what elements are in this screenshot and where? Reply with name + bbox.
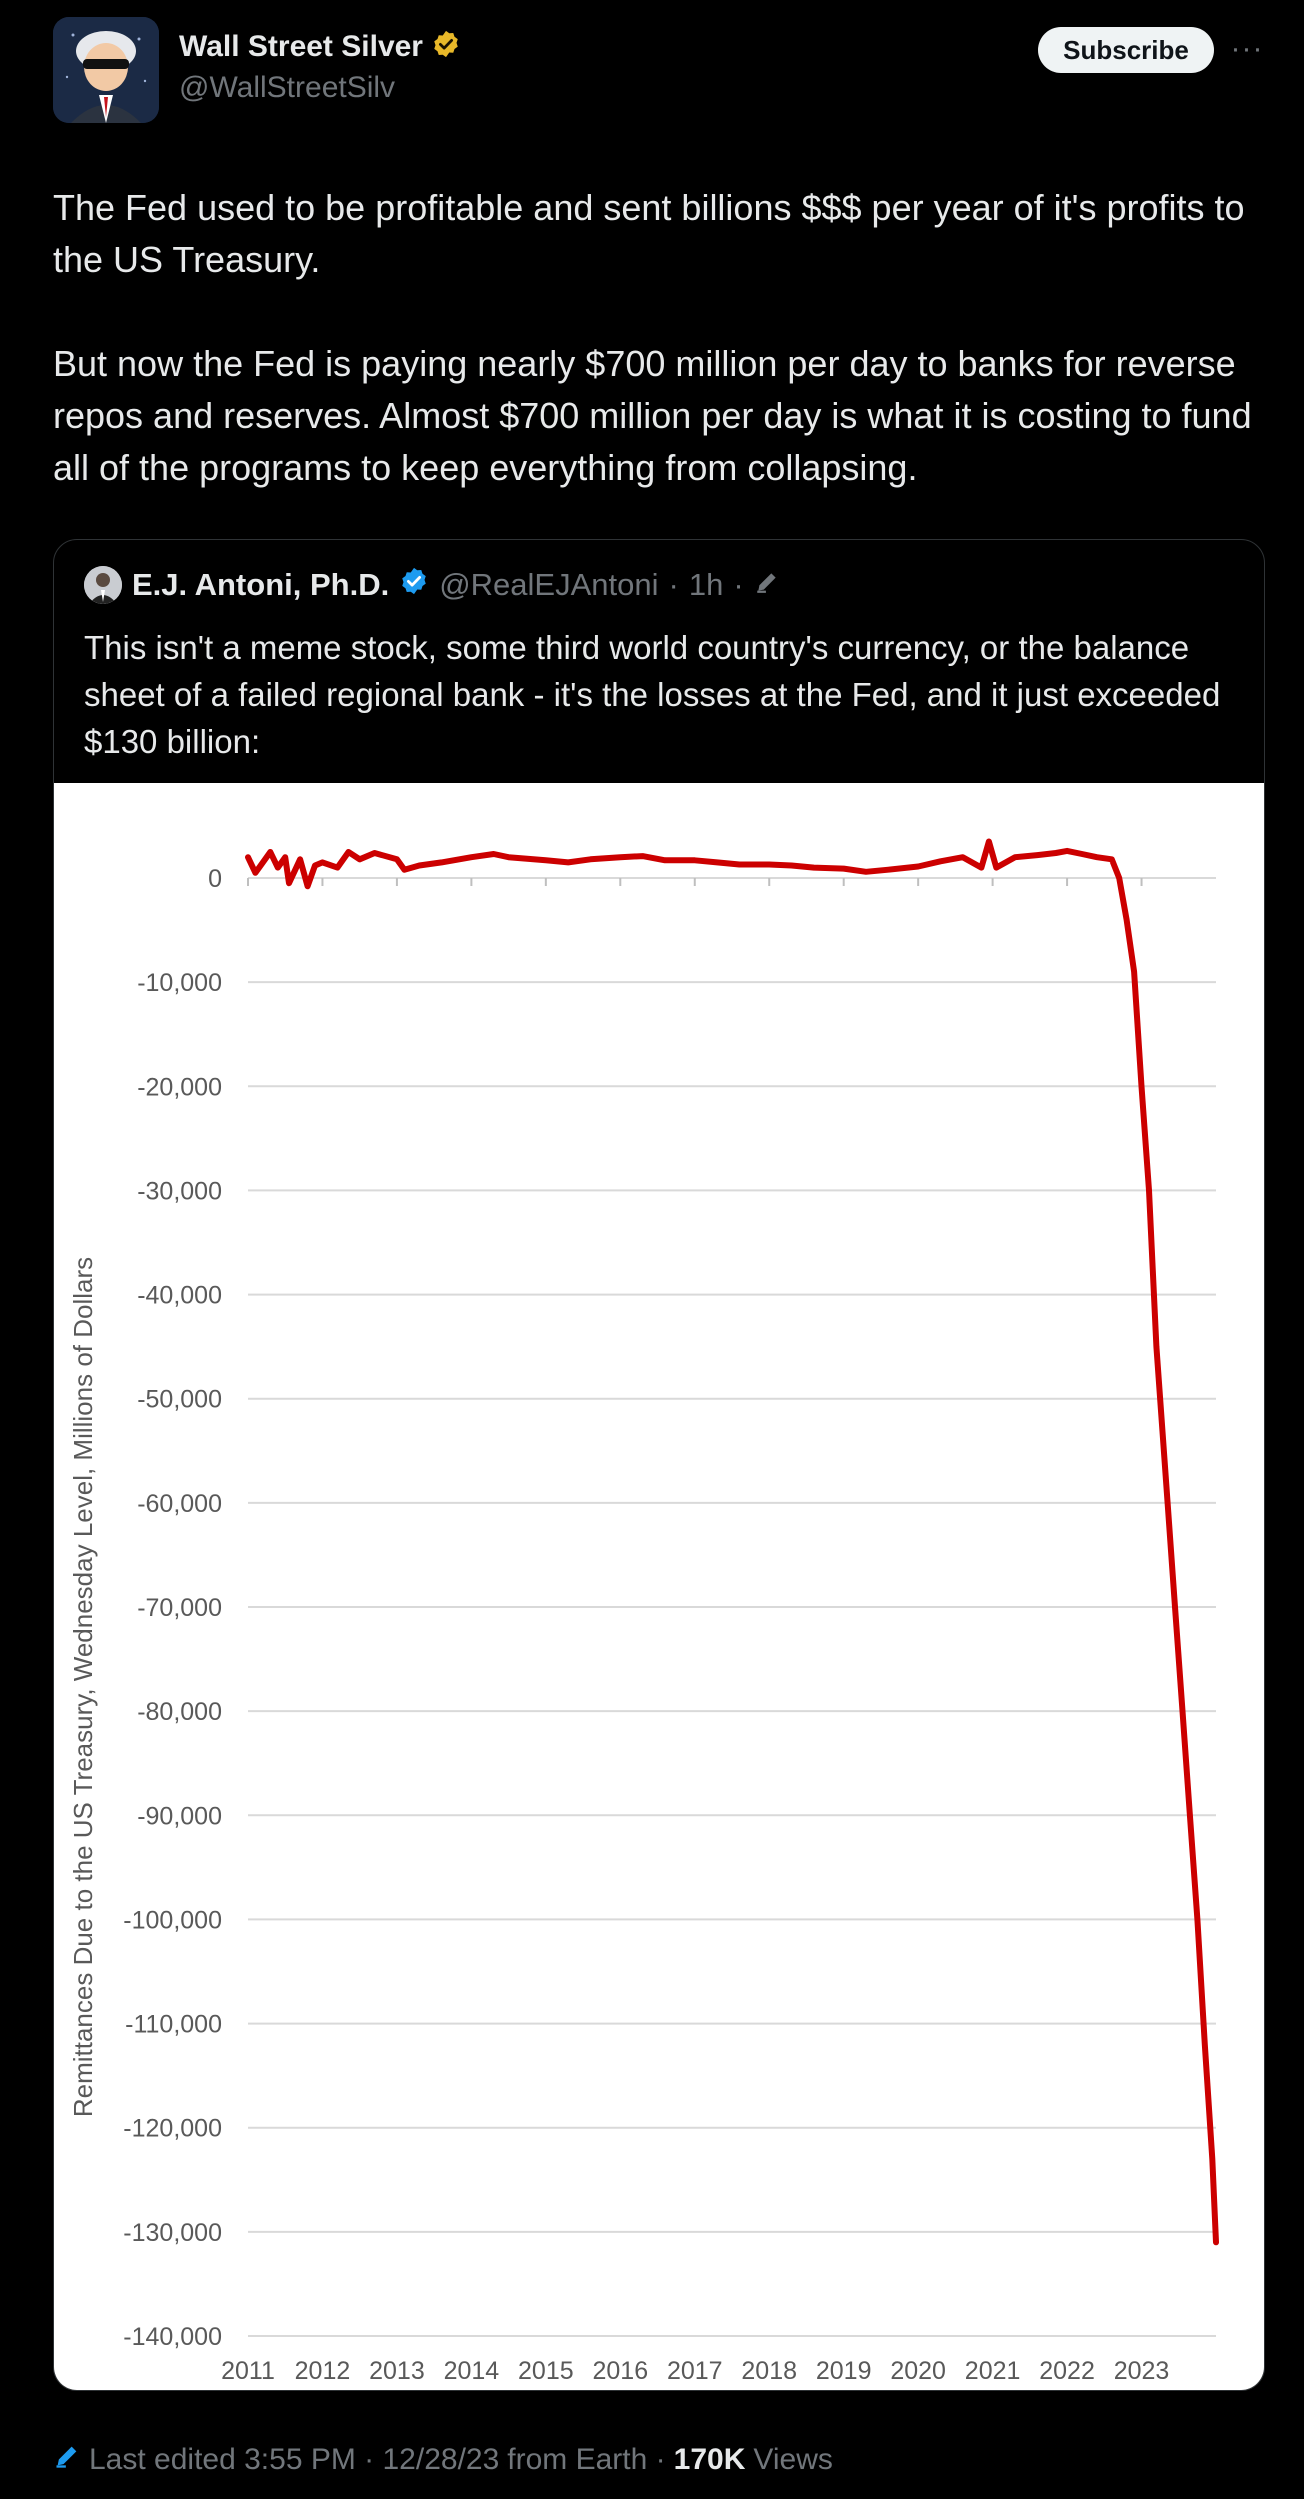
verified-badge-icon [431,29,461,64]
y-tick-label: -30,000 [137,1177,222,1205]
quote-header: E.J. Antoni, Ph.D. @RealEJAntoni · 1h · [84,566,780,604]
y-tick-label: -130,000 [123,2219,222,2247]
views-count: 170K [673,2443,746,2476]
quote-author-name[interactable]: E.J. Antoni, Ph.D. [132,567,390,602]
series-line [245,838,1219,2246]
y-tick-label: -20,000 [137,1073,222,1101]
x-tick-label: 2021 [965,2357,1021,2385]
x-tick-label: 2019 [816,2357,872,2385]
y-tick-label: -70,000 [137,1594,222,1622]
tweet-paragraph: The Fed used to be profitable and sent b… [53,187,1245,280]
separator-dot: · [668,567,679,602]
verified-badge-icon [399,566,429,604]
quote-author-avatar[interactable] [84,566,122,604]
y-tick-label: -140,000 [123,2323,222,2351]
separator-dot: · [733,567,744,602]
line-chart: 0 -10,000 -20,000 -30,000 -40,000 -50,000 -60,… [68,838,1219,2385]
tweet-text: The Fed used to be profitable and sent b… [53,182,1263,494]
y-tick-label: -80,000 [137,1698,222,1726]
x-tick-label: 2012 [295,2357,351,2385]
author-handle[interactable]: @WallStreetSilv [179,71,396,104]
author-avatar[interactable] [53,17,159,123]
x-tick-label: 2013 [369,2357,425,2385]
tweet-footer: Last edited 3:55 PM · 12/28/23 from Eart… [53,2442,833,2478]
y-tick-label: -90,000 [137,1802,222,1830]
y-axis-title: Remittances Due to the US Treasury, Wedn… [68,1257,98,2117]
quoted-tweet[interactable]: E.J. Antoni, Ph.D. @RealEJAntoni · 1h · … [53,539,1265,2391]
x-tick-label: 2011 [221,2357,275,2385]
y-tick-label: 0 [208,865,222,893]
subscribe-button[interactable]: Subscribe [1038,27,1214,73]
x-tick-label: 2016 [592,2357,648,2385]
quote-text: This isn't a meme stock, some third worl… [84,629,1221,760]
x-tick-label: 2017 [667,2357,723,2385]
views-label: Views [753,2443,833,2476]
x-tick-label: 2015 [518,2357,574,2385]
quote-author-handle[interactable]: @RealEJAntoni [439,567,659,602]
tweet-header: Wall Street Silver @WallStreetSilv Subsc… [53,17,1273,125]
last-edited-time[interactable]: Last edited 3:55 PM · 12/28/23 [89,2443,500,2476]
y-tick-label: -110,000 [125,2011,222,2039]
y-tick-label: -60,000 [137,1490,222,1518]
author-display-name[interactable]: Wall Street Silver [179,29,423,63]
tweet-paragraph: But now the Fed is paying nearly $700 mi… [53,343,1252,488]
quote-timestamp[interactable]: 1h [688,567,724,602]
post-source: from Earth · [507,2443,666,2476]
x-tick-label: 2020 [890,2357,946,2385]
x-tick-label: 2022 [1039,2357,1095,2385]
author-name-row: Wall Street Silver [179,29,461,64]
y-tick-label: -50,000 [137,1386,222,1414]
edit-pencil-icon [754,567,780,603]
chart-image[interactable]: 0 -10,000 -20,000 -30,000 -40,000 -50,000 -60,… [54,783,1264,2390]
more-options-icon[interactable]: ··· [1230,32,1264,65]
y-tick-label: -120,000 [123,2115,222,2143]
edit-pencil-icon[interactable] [53,2442,81,2478]
y-tick-label: -100,000 [123,1906,222,1934]
x-tick-label: 2023 [1114,2357,1170,2385]
y-tick-label: -10,000 [137,969,222,997]
y-tick-label: -40,000 [137,1282,222,1310]
x-tick-label: 2014 [444,2357,500,2385]
x-tick-label: 2018 [741,2357,797,2385]
